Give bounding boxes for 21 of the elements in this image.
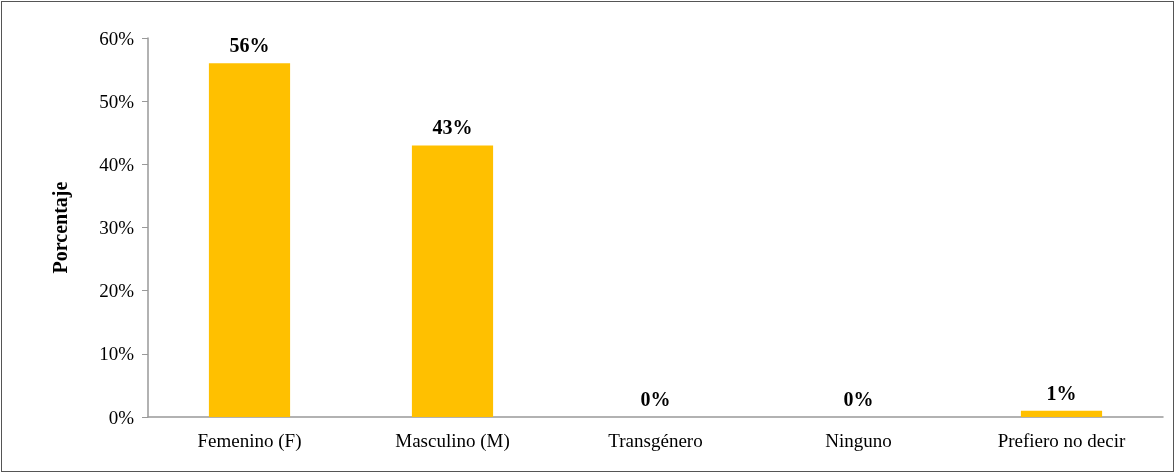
y-tick-label: 20% — [99, 280, 135, 302]
bar — [411, 145, 494, 417]
y-tick-label: 60% — [99, 27, 135, 49]
bar — [1020, 410, 1103, 417]
y-tick-label: 0% — [108, 406, 135, 428]
x-tick-label: Femenino (F) — [197, 430, 302, 452]
data-label: 43% — [432, 116, 473, 139]
data-label: 0% — [640, 388, 671, 410]
y-axis-title: Porcentaje — [49, 181, 72, 274]
x-tick-label: Transgénero — [608, 430, 703, 451]
y-tick-label: 10% — [99, 343, 135, 365]
x-tick-label: Ninguno — [825, 430, 892, 451]
x-tick-label: Prefiero no decir — [997, 430, 1126, 451]
x-tick-label: Masculino (M) — [395, 430, 510, 452]
y-tick-label: 50% — [99, 90, 135, 112]
bar — [208, 63, 291, 417]
data-label: 56% — [229, 34, 270, 57]
y-tick-label: 30% — [99, 217, 135, 238]
y-tick-label: 40% — [99, 153, 135, 175]
data-label: 1% — [1046, 381, 1077, 404]
data-label: 0% — [843, 388, 874, 410]
